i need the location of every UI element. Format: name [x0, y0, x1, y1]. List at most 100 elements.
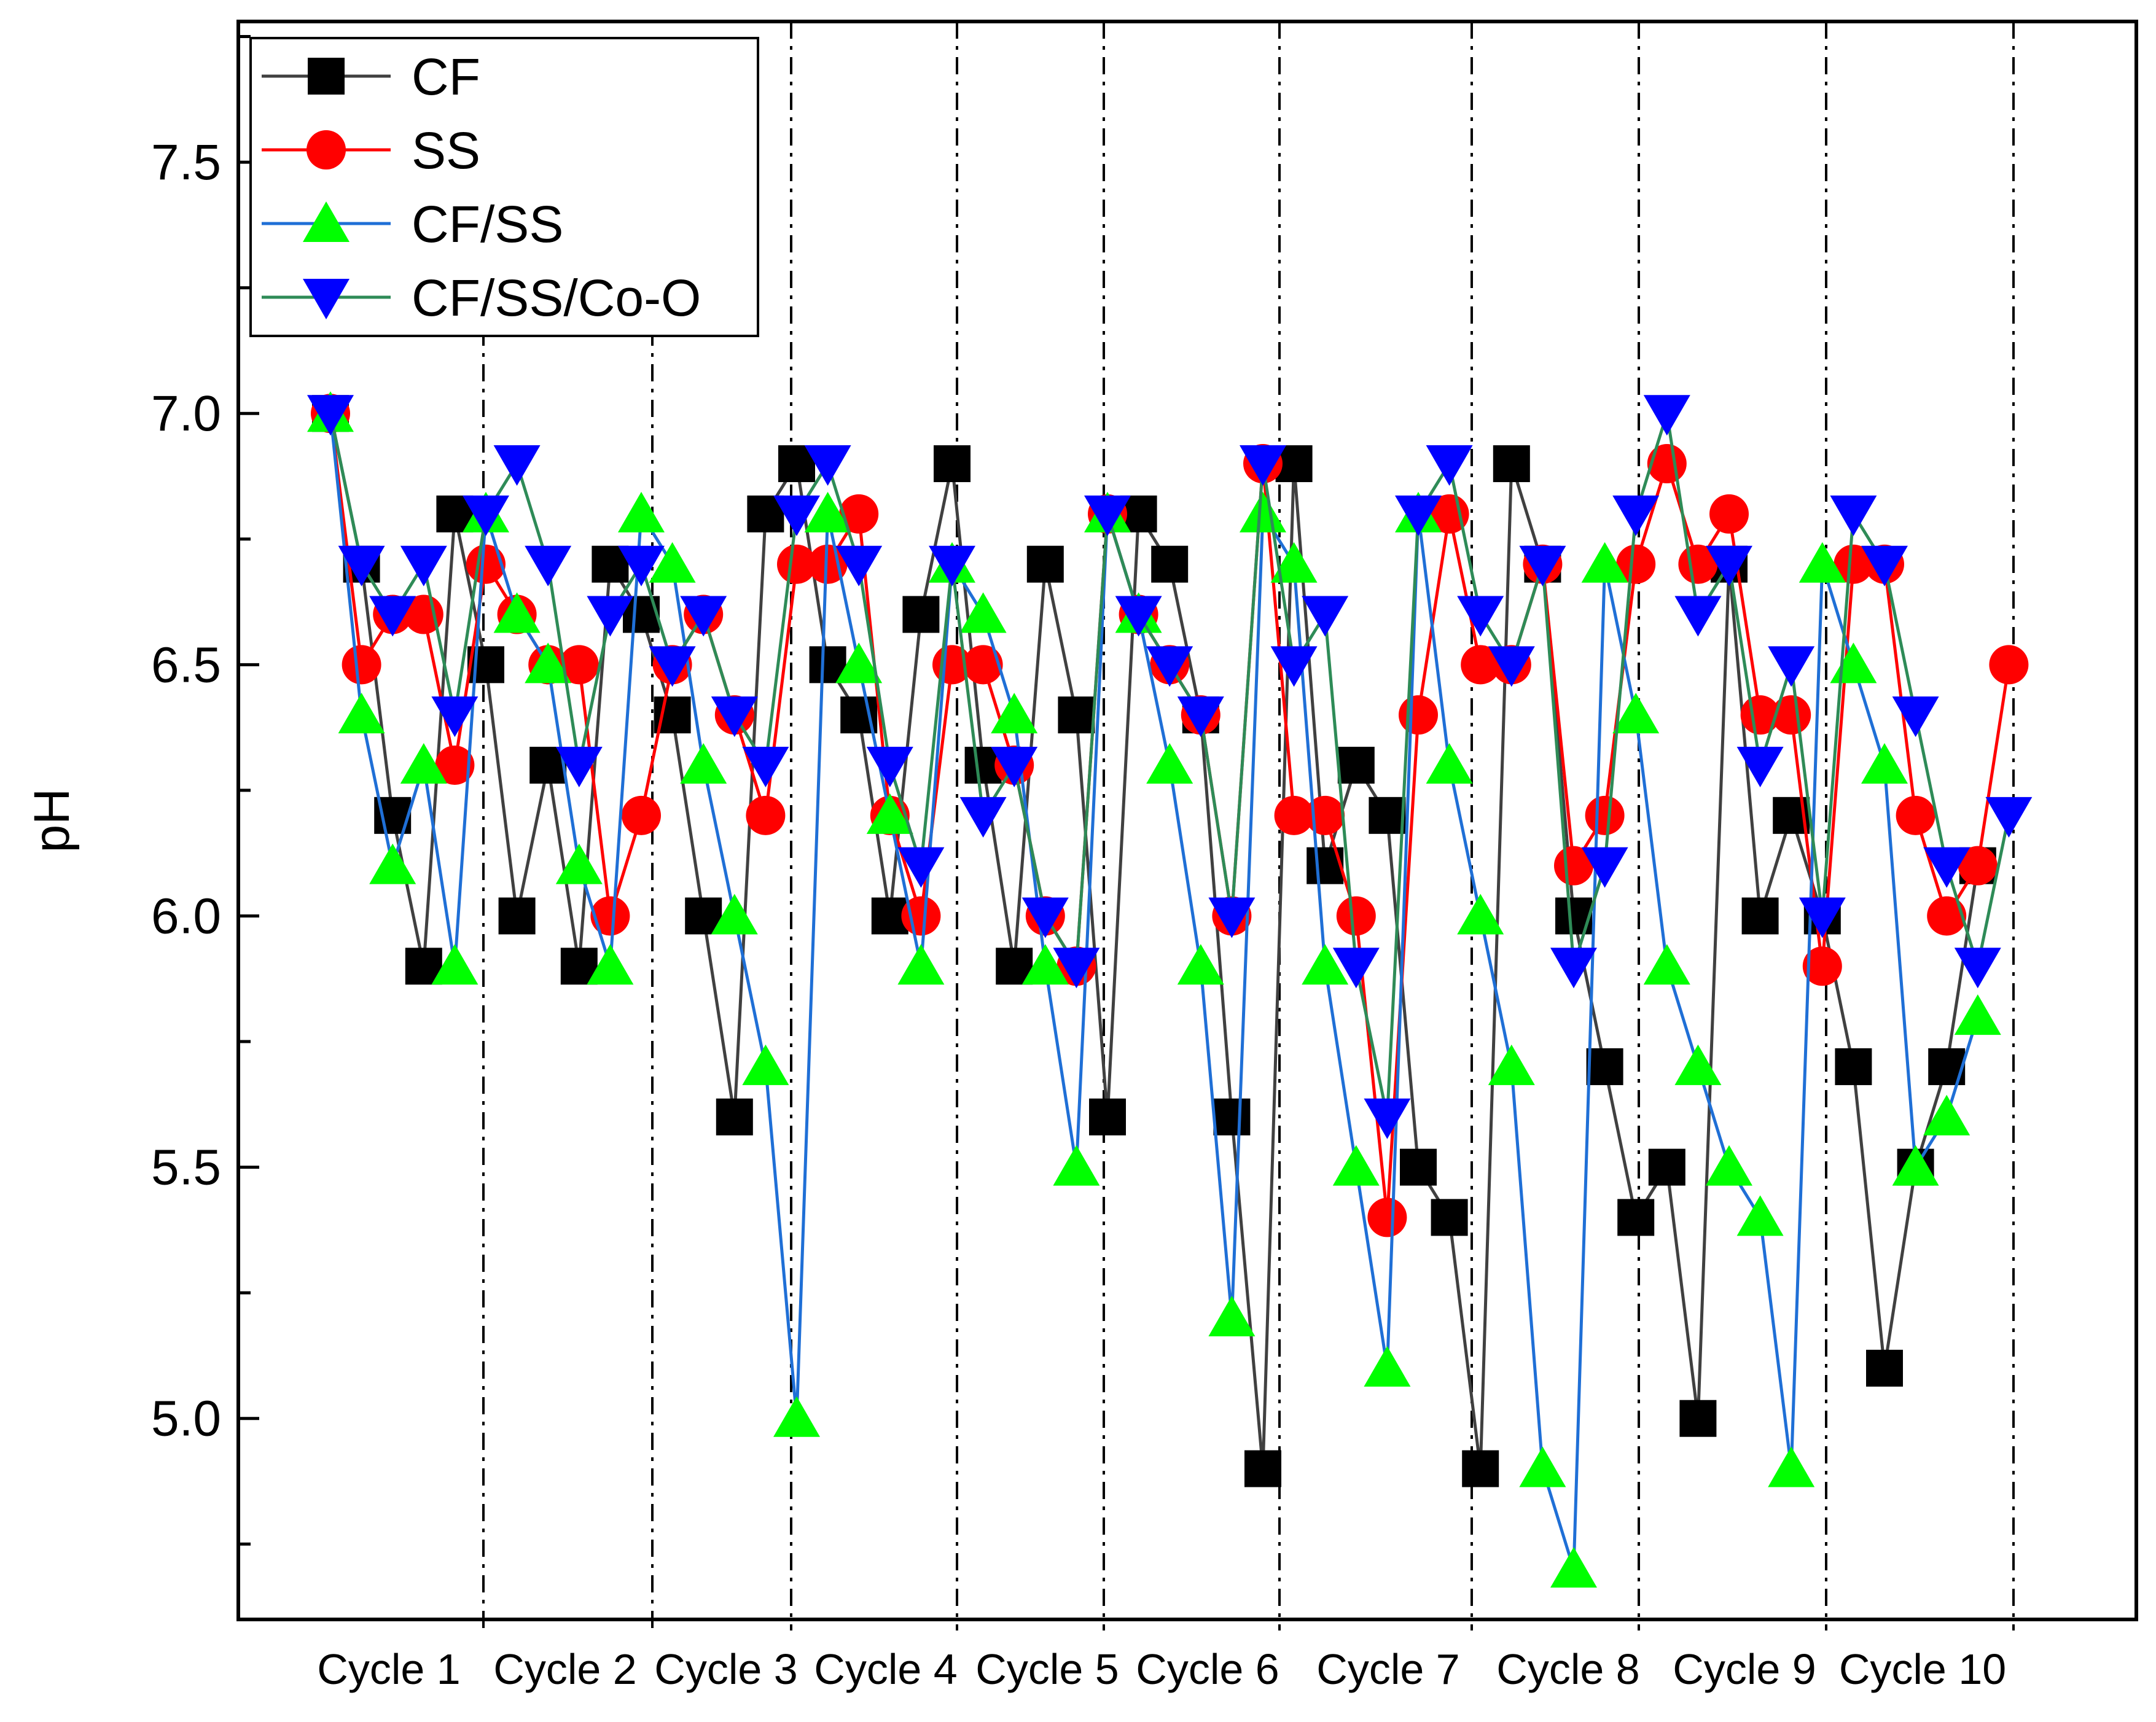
data-point-triangle-up [1861, 742, 1908, 784]
data-point-square [1586, 1048, 1623, 1085]
data-point-circle [1958, 846, 1998, 886]
data-point-triangle-down [1021, 897, 1069, 938]
data-point-triangle-down [1146, 646, 1193, 687]
data-point-square [1213, 1098, 1251, 1136]
x-tick-label-cycle: Cycle 7 [1316, 1645, 1459, 1693]
y-tick-label: 6.5 [151, 637, 221, 693]
data-point-triangle-up [369, 843, 416, 884]
data-point-triangle-up [1021, 944, 1069, 985]
data-point-triangle-up [1240, 491, 1286, 532]
data-point-triangle-down [959, 797, 1007, 838]
data-point-triangle-down [711, 696, 758, 738]
plot-frame [236, 20, 2138, 1621]
data-point-circle [307, 130, 346, 169]
data-point-triangle-up [1488, 1044, 1535, 1085]
y-tick-label: 5.0 [151, 1391, 221, 1447]
data-point-square [1026, 545, 1064, 583]
data-point-triangle-down [1892, 696, 1939, 738]
data-point-square [1337, 746, 1375, 784]
data-point-triangle-down [1302, 596, 1349, 637]
data-point-triangle-up [959, 592, 1007, 633]
series-cf-ss-co-o [307, 395, 2033, 1139]
data-point-triangle-up [618, 491, 665, 532]
data-point-triangle-up [1457, 894, 1504, 935]
x-axis: Cycle 1 Cycle 2 Cycle 3 Cycle 4 Cycle 5 Cycle… [317, 1645, 2006, 1693]
x-tick-label-cycle: Cycle 10 [1839, 1645, 2006, 1693]
data-point-square [1369, 797, 1406, 834]
data-point-circle [1771, 695, 1811, 735]
data-point-triangle-up [1550, 1547, 1597, 1588]
data-point-triangle-down [1395, 495, 1442, 536]
x-tick-label-cycle: Cycle 2 [493, 1645, 636, 1693]
data-point-circle [1585, 795, 1625, 835]
data-point-square [1493, 445, 1530, 483]
data-point-triangle-up [804, 491, 851, 532]
data-point-circle [1367, 1198, 1407, 1237]
data-point-triangle-down [1674, 596, 1722, 637]
data-point-triangle-down [1612, 495, 1660, 536]
data-point-triangle-down [1736, 746, 1784, 787]
data-point-square [1866, 1349, 1903, 1387]
data-point-triangle-up [1923, 1094, 1970, 1136]
data-point-triangle-down [835, 545, 883, 586]
data-point-triangle-down [1830, 495, 1877, 536]
x-tick-label-cycle: Cycle 4 [814, 1645, 957, 1693]
data-point-triangle-down [649, 646, 696, 687]
data-point-square [1741, 897, 1779, 935]
data-point-triangle-down [587, 596, 634, 637]
data-point-triangle-up [773, 1396, 820, 1437]
legend: CF SS CF/SS CF/SS/Co-O [249, 37, 759, 337]
data-point-square [1835, 1048, 1872, 1085]
data-point-square [308, 58, 345, 95]
series-cf-ss [307, 391, 2001, 1588]
data-point-triangle-down [307, 395, 354, 436]
data-point-triangle-up [1332, 1145, 1380, 1186]
data-point-triangle-up [303, 201, 350, 242]
data-point-triangle-up [1053, 1145, 1100, 1186]
data-point-triangle-down [338, 545, 385, 586]
y-tick-label: 6.0 [151, 888, 221, 944]
data-point-triangle-down [1954, 948, 2001, 989]
data-point-circle [1896, 795, 1935, 835]
data-point-circle [1709, 494, 1749, 534]
x-tick-label-cycle: Cycle 5 [975, 1645, 1119, 1693]
data-point-triangle-up [1643, 944, 1690, 985]
data-point-circle [590, 896, 630, 936]
data-point-circle [1336, 896, 1376, 936]
data-point-triangle-up [338, 693, 385, 734]
data-point-triangle-down [1985, 797, 2033, 838]
data-point-triangle-up [1706, 1145, 1752, 1186]
data-point-triangle-up [1581, 542, 1628, 583]
y-tick-label: 7.0 [151, 386, 221, 442]
data-point-triangle-up [587, 944, 634, 985]
data-point-circle [1989, 645, 2029, 685]
x-tick-label-cycle: Cycle 9 [1673, 1645, 1816, 1693]
data-point-triangle-down [463, 495, 509, 536]
data-point-circle [466, 544, 506, 584]
data-point-triangle-down [400, 545, 447, 586]
data-point-circle [1834, 544, 1873, 584]
data-point-circle [1461, 645, 1501, 685]
data-point-triangle-up [400, 742, 447, 784]
data-point-square [1679, 1400, 1717, 1437]
data-point-triangle-up [1612, 693, 1660, 734]
data-point-triangle-down [1332, 948, 1380, 989]
data-point-triangle-up [680, 742, 727, 784]
data-point-triangle-down [618, 545, 665, 586]
data-point-circle [622, 795, 661, 835]
y-axis-label: pH [24, 789, 80, 853]
data-point-triangle-down [742, 746, 789, 787]
data-point-triangle-down [1706, 545, 1752, 586]
data-point-circle [342, 645, 381, 685]
data-point-triangle-down [1426, 445, 1473, 486]
data-point-triangle-down [493, 445, 541, 486]
data-point-triangle-down [897, 847, 945, 888]
data-point-triangle-up [1270, 542, 1318, 583]
data-point-triangle-down [991, 746, 1038, 787]
data-point-circle [746, 795, 786, 835]
data-point-circle [1616, 544, 1656, 584]
y-tick-label: 5.5 [151, 1140, 221, 1196]
data-point-triangle-down [1053, 948, 1100, 989]
data-point-square [498, 897, 536, 935]
data-point-triangle-up [555, 843, 603, 884]
